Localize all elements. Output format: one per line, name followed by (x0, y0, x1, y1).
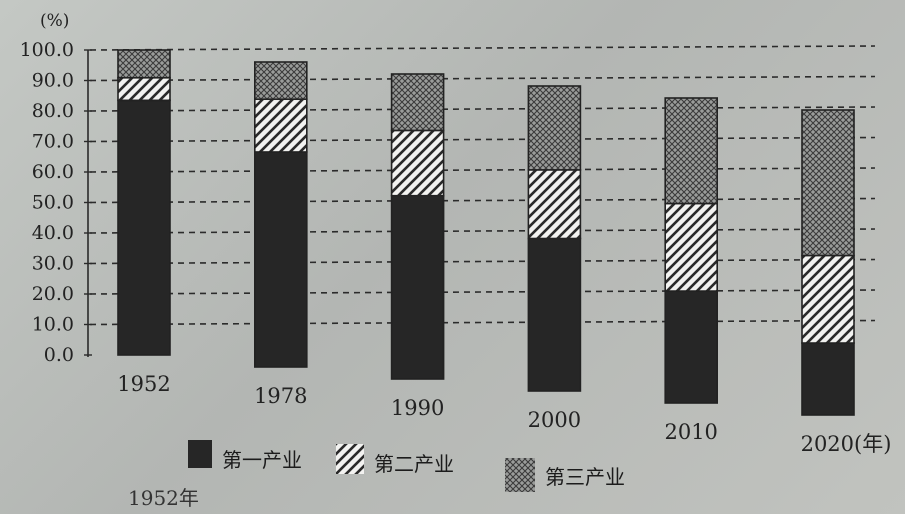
bar-segment-series-3-2010 (664, 97, 719, 205)
gridline (89, 45, 876, 51)
bar-segment-series-2-1978 (254, 98, 308, 153)
legend-swatch-primary (188, 440, 212, 468)
y-tick-label: 80.0 (32, 100, 74, 122)
gridlines (84, 45, 876, 356)
y-tick-label: 40.0 (32, 222, 74, 244)
bar-segment-series-1-1952 (117, 99, 171, 356)
y-tick-label: 50.0 (32, 192, 74, 214)
gridline (89, 228, 876, 234)
y-tick-label: 100.0 (20, 39, 74, 61)
y-tick-label: 70.0 (32, 131, 74, 153)
y-tick-label: 30.0 (32, 253, 74, 275)
bar-segment-series-3-1952 (117, 49, 171, 79)
gridline (89, 289, 876, 295)
gridline (89, 319, 876, 326)
legend-label-tertiary: 第三产业 (545, 465, 625, 489)
bar-stack-2010 (664, 97, 719, 404)
bar-stack-1990 (390, 73, 445, 380)
legend: 第一产业 第二产业 第三产业 (188, 440, 625, 492)
legend-swatch-secondary (336, 444, 364, 474)
y-tick-label: 10.0 (32, 314, 74, 336)
x-tick-label-1952: 1952 (117, 372, 170, 396)
y-tick-label: 90.0 (32, 70, 74, 92)
gridline (89, 258, 876, 265)
bar-segment-series-1-1978 (254, 151, 308, 368)
bar-segment-series-3-1990 (390, 73, 445, 132)
y-tick-labels: 0.0 10.0 20.0 30.0 40.0 50.0 60.0 70.0 80.0 90.0 1… (20, 39, 74, 366)
bar-segment-series-2-2000 (527, 169, 582, 240)
bars (117, 49, 855, 416)
x-tick-label-2020: 2020(年) (801, 432, 892, 456)
bar-segment-series-3-2000 (527, 85, 582, 171)
x-tick-label-2000: 2000 (528, 408, 581, 432)
x-tick-labels: 1952 1978 1990 2000 2010 2020(年) (117, 372, 891, 456)
bar-segment-series-1-2000 (527, 237, 582, 392)
x-tick-label-1990: 1990 (391, 396, 444, 420)
legend-label-secondary: 第二产业 (374, 452, 454, 476)
gridline (89, 75, 876, 82)
bar-segment-series-2-2020 (801, 254, 855, 344)
bar-segment-series-1-2010 (664, 290, 719, 404)
x-tick-label-1978: 1978 (254, 384, 307, 408)
y-tick-label: 20.0 (32, 283, 74, 305)
bar-segment-series-2-1952 (117, 76, 171, 102)
bar-stack-1952 (117, 49, 171, 356)
bar-segment-series-2-1990 (390, 129, 445, 197)
legend-swatch-tertiary (505, 458, 535, 492)
y-tick-label: 60.0 (32, 161, 74, 183)
footer-text: 1952年 (128, 486, 199, 510)
bar-segment-series-2-2010 (664, 202, 719, 292)
gridline (89, 197, 876, 204)
y-tick-label: 0.0 (44, 344, 74, 366)
gridline (89, 167, 876, 173)
x-tick-label-2010: 2010 (664, 420, 717, 444)
y-axis: (%) (40, 11, 89, 357)
bar-segment-series-3-2020 (801, 109, 855, 257)
bar-segment-series-3-1978 (254, 61, 308, 101)
bar-stack-2020 (801, 109, 855, 416)
bar-stack-1978 (254, 61, 308, 368)
y-axis-unit-label: (%) (40, 11, 69, 31)
legend-label-primary: 第一产业 (222, 448, 302, 472)
gridline (89, 106, 876, 112)
bar-stack-2000 (527, 85, 582, 392)
gridline (89, 136, 876, 143)
bar-segment-series-1-1990 (390, 194, 445, 380)
bar-segment-series-1-2020 (801, 342, 855, 416)
